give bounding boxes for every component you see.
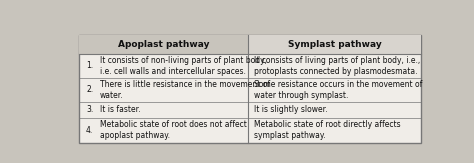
- Bar: [248, 35, 421, 54]
- Text: Apoplast pathway: Apoplast pathway: [118, 40, 210, 49]
- Text: It is faster.: It is faster.: [100, 105, 140, 114]
- Bar: [80, 35, 421, 143]
- Text: There is little resistance in the movement of
water.: There is little resistance in the moveme…: [100, 80, 270, 100]
- Text: It consists of non-living parts of plant body,
i.e. cell walls and intercellular: It consists of non-living parts of plant…: [100, 56, 267, 76]
- Text: Some resistance occurs in the movement of
water through symplast.: Some resistance occurs in the movement o…: [254, 80, 422, 100]
- Text: It consists of living parts of plant body, i.e.,
protoplasts connected by plasmo: It consists of living parts of plant bod…: [254, 56, 420, 76]
- Text: Metabolic state of root does not affect
apoplast pathway.: Metabolic state of root does not affect …: [100, 120, 246, 140]
- Text: Symplast pathway: Symplast pathway: [288, 40, 382, 49]
- Text: Metabolic state of root directly affects
symplast pathway.: Metabolic state of root directly affects…: [254, 120, 401, 140]
- Bar: [80, 35, 248, 54]
- Text: 3.: 3.: [86, 105, 93, 114]
- Text: 4.: 4.: [86, 126, 93, 135]
- Text: It is slightly slower.: It is slightly slower.: [254, 105, 328, 114]
- Text: 2.: 2.: [86, 85, 93, 94]
- Text: 1.: 1.: [86, 61, 93, 71]
